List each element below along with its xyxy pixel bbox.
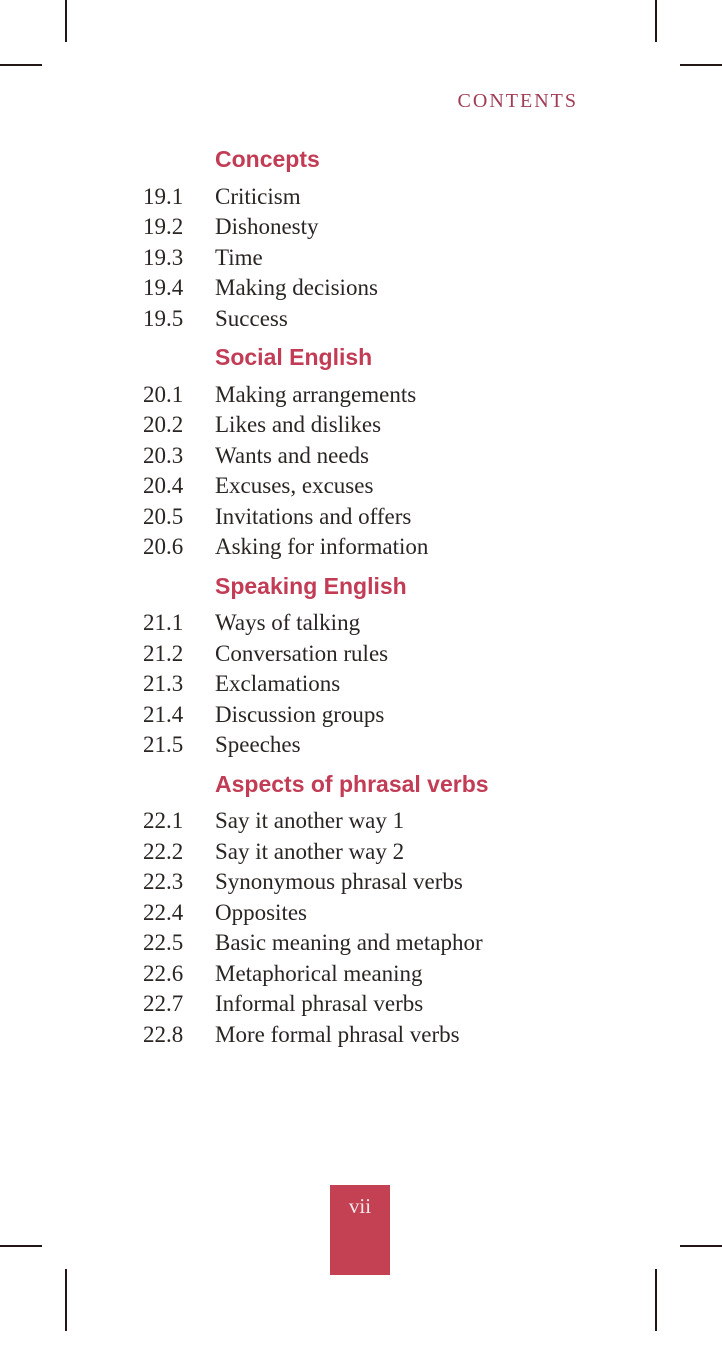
entry-number: 20.2 — [143, 412, 184, 437]
toc-entry: 20.2 Likes and dislikes — [143, 410, 623, 441]
section-heading: Social English — [215, 344, 373, 370]
toc-entry: 20.6 Asking for information — [143, 532, 623, 563]
entry-title: More formal phrasal verbs — [215, 1021, 460, 1047]
toc-entry: 21.4 Discussion groups — [143, 700, 623, 731]
toc-entry: 22.4 Opposites — [143, 898, 623, 929]
entry-number: 22.6 — [143, 960, 184, 986]
entry-number: 21.1 — [143, 610, 184, 635]
entry-number: 20.4 — [143, 473, 184, 498]
entry-number: 21.5 — [143, 732, 184, 757]
toc-entry: 22.2 Say it another way 2 — [143, 837, 623, 868]
entry-number: 22.4 — [143, 899, 184, 925]
entry-title: Exclamations — [215, 671, 341, 696]
toc-entry: 22.5 Basic meaning and metaphor — [143, 928, 623, 959]
contents-running-head: CONTENTS — [457, 90, 578, 112]
section-heading: Aspects of phrasal verbs — [215, 770, 489, 797]
section-heading: Concepts — [215, 146, 320, 172]
entry-number: 21.2 — [143, 640, 184, 666]
toc-section: Aspects of phrasal verbs 22.1 Say it ano… — [143, 769, 623, 1051]
toc-entry: 20.1 Making arrangements — [143, 380, 623, 411]
entry-title: Opposites — [215, 899, 307, 925]
page-number-box: vii — [330, 1185, 390, 1275]
entry-title: Making arrangements — [215, 381, 417, 407]
entry-title: Excuses, excuses — [215, 473, 374, 498]
toc-entry: 22.6 Metaphorical meaning — [143, 959, 623, 990]
entry-title: Basic meaning and metaphor — [215, 930, 483, 955]
entry-number: 19.1 — [143, 183, 184, 209]
page-number: vii — [348, 1194, 372, 1218]
toc-entry: 19.4 Making decisions — [143, 273, 623, 304]
toc-entry: 20.4 Excuses, excuses — [143, 471, 623, 502]
toc-entry: 19.2 Dishonesty — [143, 212, 623, 243]
toc-entry: 20.3 Wants and needs — [143, 441, 623, 472]
entry-number: 22.8 — [143, 1021, 184, 1047]
toc-section: Speaking English 21.1 Ways of talking 21… — [143, 571, 623, 761]
entry-number: 19.5 — [143, 305, 184, 331]
crop-mark-top-left-vertical — [65, 0, 67, 42]
section-heading: Speaking English — [215, 572, 407, 599]
entry-title: Say it another way 2 — [215, 838, 405, 864]
crop-mark-top-right-horizontal — [680, 64, 722, 66]
entry-number: 22.5 — [143, 930, 184, 955]
entry-title: Speeches — [215, 732, 301, 757]
entry-number: 20.6 — [143, 534, 184, 559]
table-of-contents: Concepts 19.1 Criticism 19.2 Dishonesty … — [143, 144, 623, 1050]
crop-mark-bottom-left-horizontal — [0, 1245, 42, 1247]
entry-title: Asking for information — [215, 534, 429, 559]
entry-title: Success — [215, 305, 288, 331]
toc-entry: 19.1 Criticism — [143, 182, 623, 213]
entry-title: Time — [215, 244, 263, 270]
entry-title: Synonymous phrasal verbs — [215, 869, 463, 894]
toc-entry: 19.5 Success — [143, 304, 623, 335]
crop-mark-top-right-vertical — [655, 0, 657, 42]
entry-number: 22.3 — [143, 869, 184, 894]
entry-number: 20.5 — [143, 503, 184, 529]
toc-entry: 22.3 Synonymous phrasal verbs — [143, 867, 623, 898]
toc-entry: 20.5 Invitations and offers — [143, 502, 623, 533]
entry-number: 20.3 — [143, 442, 184, 468]
entry-title: Informal phrasal verbs — [215, 991, 424, 1016]
entry-title: Metaphorical meaning — [215, 960, 423, 986]
entry-number: 22.7 — [143, 991, 184, 1016]
entry-title: Conversation rules — [215, 640, 389, 666]
entry-number: 19.3 — [143, 244, 184, 270]
toc-entry: 21.5 Speeches — [143, 730, 623, 761]
entry-number: 21.3 — [143, 671, 184, 696]
entry-number: 20.1 — [143, 381, 184, 407]
toc-section: Concepts 19.1 Criticism 19.2 Dishonesty … — [143, 144, 623, 334]
entry-title: Making decisions — [215, 275, 378, 300]
entry-title: Likes and dislikes — [215, 412, 382, 437]
entry-number: 19.2 — [143, 214, 184, 239]
toc-entry: 21.2 Conversation rules — [143, 639, 623, 670]
crop-mark-bottom-right-vertical — [655, 1269, 657, 1331]
entry-title: Wants and needs — [215, 442, 369, 468]
entry-number: 21.4 — [143, 701, 184, 727]
toc-entry: 19.3 Time — [143, 243, 623, 274]
crop-mark-bottom-left-vertical — [65, 1269, 67, 1331]
toc-entry: 22.1 Say it another way 1 — [143, 806, 623, 837]
entry-title: Say it another way 1 — [215, 808, 405, 833]
toc-entry: 21.1 Ways of talking — [143, 608, 623, 639]
entry-title: Criticism — [215, 183, 301, 209]
entry-number: 19.4 — [143, 275, 184, 300]
entry-number: 22.1 — [143, 808, 184, 833]
toc-section: Social English 20.1 Making arrangements … — [143, 342, 623, 563]
entry-title: Ways of talking — [215, 610, 361, 635]
entry-title: Discussion groups — [215, 701, 385, 727]
entry-number: 22.2 — [143, 838, 184, 864]
entry-title: Dishonesty — [215, 214, 319, 239]
toc-entry: 21.3 Exclamations — [143, 669, 623, 700]
toc-entry: 22.7 Informal phrasal verbs — [143, 989, 623, 1020]
entry-title: Invitations and offers — [215, 503, 412, 529]
toc-entry: 22.8 More formal phrasal verbs — [143, 1020, 623, 1051]
crop-mark-top-left-horizontal — [0, 64, 42, 66]
crop-mark-bottom-right-horizontal — [680, 1245, 722, 1247]
